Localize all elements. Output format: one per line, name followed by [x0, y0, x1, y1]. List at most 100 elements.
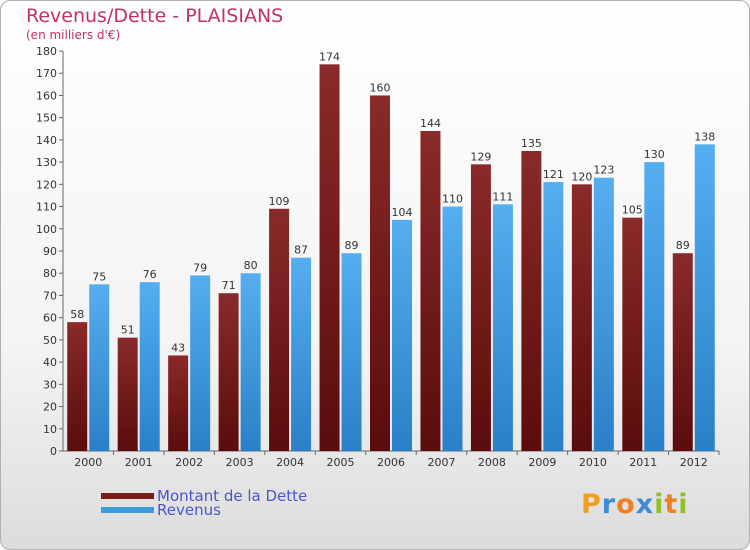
revenue-value-label: 110 [442, 193, 463, 206]
revenue-bar [442, 206, 463, 451]
logo-letter: i [654, 489, 665, 520]
debt-bar [420, 131, 441, 451]
revenue-value-label: 79 [193, 261, 207, 274]
x-tick-label: 2001 [125, 456, 153, 469]
debt-bar [319, 64, 340, 452]
revenue-bar [593, 177, 614, 451]
y-tick-label: 70 [43, 289, 57, 302]
legend-item-debt: Montant de la Dette [101, 487, 307, 505]
x-tick-label: 2005 [327, 456, 355, 469]
debt-bar [168, 355, 189, 451]
y-tick-label: 100 [36, 223, 57, 236]
revenue-value-label: 121 [543, 168, 564, 181]
revenue-value-label: 123 [593, 164, 614, 177]
x-tick-label: 2007 [427, 456, 455, 469]
debt-bar [521, 151, 542, 451]
revenue-bar [139, 282, 160, 451]
debt-value-label: 89 [676, 239, 690, 252]
revenue-value-label: 138 [694, 130, 715, 143]
y-tick-label: 20 [43, 401, 57, 414]
y-tick-label: 170 [36, 67, 57, 80]
x-tick-label: 2009 [528, 456, 556, 469]
revenue-bar [291, 257, 312, 451]
chart-subtitle: (en milliers d'€) [26, 28, 121, 42]
legend-label-debt: Montant de la Dette [157, 487, 308, 505]
debt-bar [622, 217, 643, 451]
revenue-value-label: 111 [492, 190, 513, 203]
legend-label-revenue: Revenus [157, 501, 221, 519]
revenue-bar [190, 275, 211, 451]
x-tick-label: 2002 [175, 456, 203, 469]
x-tick-label: 2012 [680, 456, 708, 469]
legend-swatch-revenue [101, 507, 154, 513]
x-tick-label: 2010 [579, 456, 607, 469]
debt-value-label: 71 [222, 279, 236, 292]
debt-value-label: 109 [269, 195, 290, 208]
y-tick-label: 140 [36, 134, 57, 147]
revenue-value-label: 89 [345, 239, 359, 252]
y-tick-label: 80 [43, 267, 57, 280]
y-tick-label: 0 [50, 445, 57, 458]
y-tick-label: 10 [43, 423, 57, 436]
debt-bar [218, 293, 239, 451]
x-tick-label: 2000 [74, 456, 102, 469]
revenue-bar [644, 162, 665, 451]
y-tick-label: 40 [43, 356, 57, 369]
y-tick-label: 60 [43, 312, 57, 325]
debt-value-label: 144 [420, 117, 441, 130]
y-tick-label: 110 [36, 201, 57, 214]
debt-value-label: 160 [370, 81, 391, 94]
y-tick-label: 150 [36, 112, 57, 125]
revenue-value-label: 80 [244, 259, 258, 272]
debt-bar [571, 184, 592, 452]
debt-value-label: 105 [622, 204, 643, 217]
revenue-bar [341, 253, 362, 451]
debt-value-label: 43 [171, 341, 185, 354]
revenue-bar [392, 219, 412, 451]
y-tick-label: 160 [36, 89, 57, 102]
logo-letter: t [664, 489, 679, 520]
legend-swatch-debt [101, 493, 154, 499]
proxiti-logo: Proxiti [581, 489, 689, 520]
debt-value-label: 51 [121, 324, 135, 337]
debt-bar [67, 322, 88, 451]
revenue-bar [89, 284, 110, 451]
legend-item-revenue: Revenus [101, 501, 221, 519]
logo-letter: x [635, 489, 655, 520]
debt-bar [370, 95, 390, 451]
revenue-bar [240, 273, 261, 451]
revenue-value-label: 75 [92, 270, 106, 283]
y-tick-label: 90 [43, 245, 57, 258]
x-tick-label: 2003 [226, 456, 254, 469]
logo-letter: o [616, 489, 636, 520]
y-tick-label: 120 [36, 178, 57, 191]
debt-value-label: 129 [470, 150, 491, 163]
x-tick-label: 2011 [629, 456, 657, 469]
debt-value-label: 174 [319, 50, 340, 63]
y-tick-label: 180 [36, 45, 57, 58]
revenue-value-label: 104 [392, 206, 413, 219]
debt-bar [672, 253, 693, 451]
debt-value-label: 135 [521, 137, 542, 150]
y-tick-label: 130 [36, 156, 57, 169]
debt-bar [269, 208, 290, 451]
logo-letter: r [601, 489, 617, 520]
debt-value-label: 58 [70, 308, 84, 321]
x-tick-label: 2004 [276, 456, 304, 469]
logo-letter: i [678, 489, 689, 520]
x-tick-label: 2006 [377, 456, 405, 469]
x-tick-label: 2008 [478, 456, 506, 469]
revenue-value-label: 87 [294, 244, 308, 257]
y-tick-label: 50 [43, 334, 57, 347]
logo-letter: P [581, 489, 602, 520]
revenue-bar [492, 204, 513, 451]
revenue-value-label: 130 [644, 148, 665, 161]
debt-value-label: 120 [571, 170, 592, 183]
revenue-value-label: 76 [143, 268, 157, 281]
chart-title: Revenus/Dette - PLAISIANS [26, 5, 284, 27]
debt-bar [117, 337, 138, 451]
y-tick-label: 30 [43, 378, 57, 391]
revenue-bar [694, 144, 715, 452]
